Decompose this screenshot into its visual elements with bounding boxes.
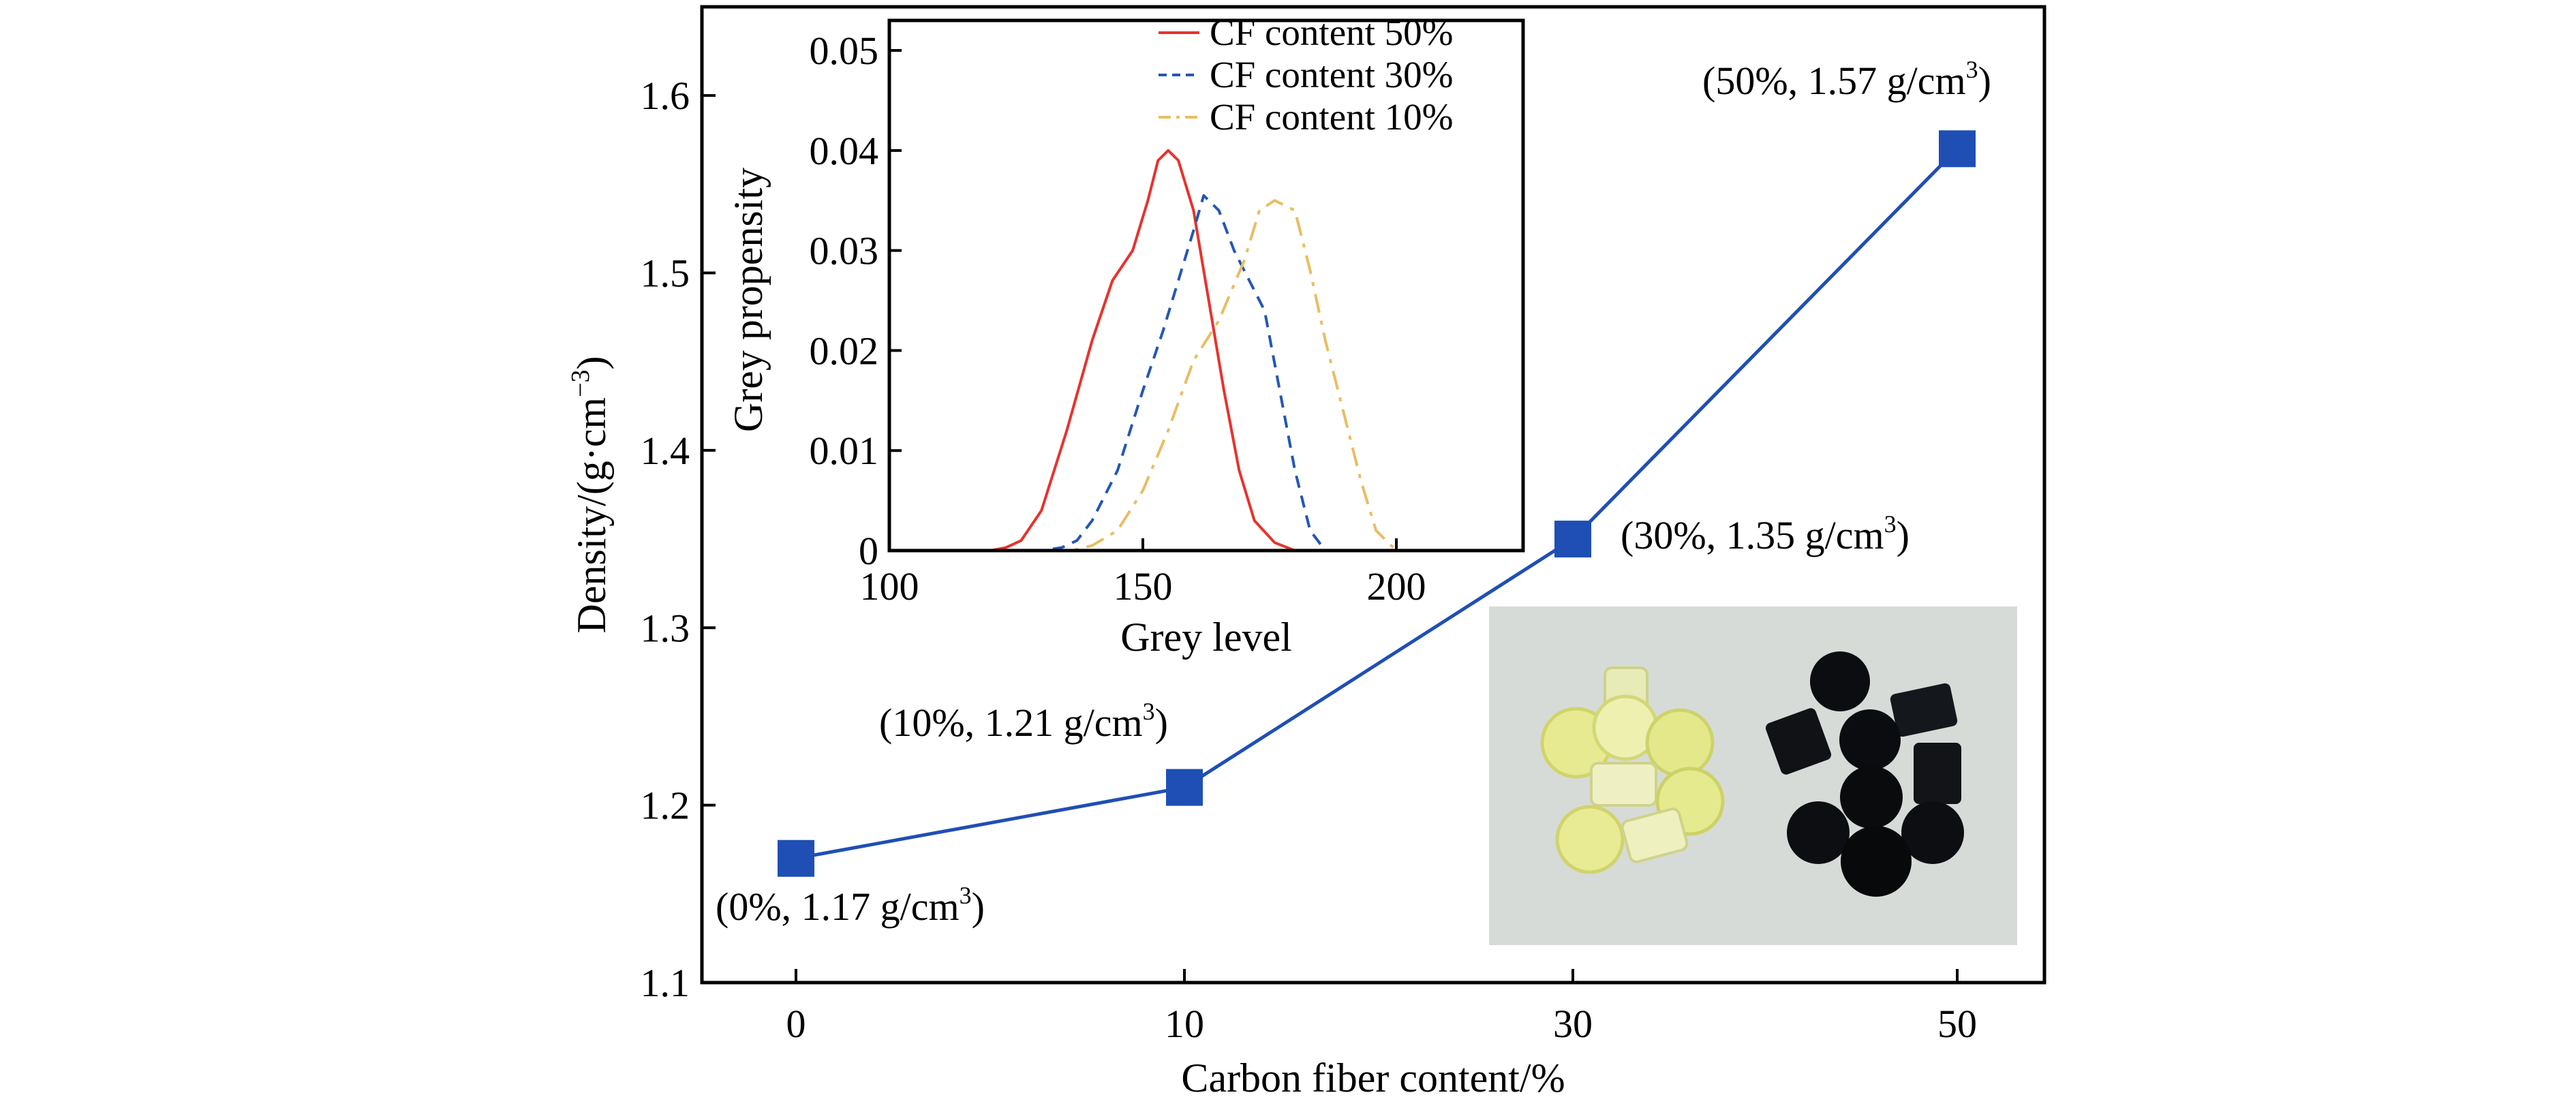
annotation-50pct: (50%, 1.57 g/cm3) (1702, 56, 1991, 103)
sample-photo (1489, 606, 2017, 945)
black-sample-disc (1841, 826, 1912, 897)
yellow-sample-cylinder (1590, 762, 1657, 807)
main-density-chart: 1.1 1.2 1.3 1.4 1.5 1.6 0 10 30 50 Carbon fiber … (566, 5, 2046, 1100)
inset-x-tick-label: 200 (1367, 564, 1426, 608)
yellow-sample-cylinder (1621, 807, 1689, 863)
annotation-0pct: (0%, 1.17 g/cm3) (716, 882, 985, 929)
inset-y-tick-label: 0 (859, 529, 878, 573)
density-line (795, 147, 1959, 861)
yellow-samples (1540, 666, 1725, 874)
black-sample-disc (1787, 801, 1850, 864)
main-y-tick-label: 1.1 (641, 961, 690, 1005)
main-x-ticks: 0 10 30 50 (786, 969, 1977, 1046)
black-sample-cylinder (1765, 708, 1832, 775)
black-sample-cylinder (1890, 683, 1958, 737)
main-x-axis-title: Carbon fiber content/% (1181, 1055, 1565, 1100)
inset-y-axis-title: Grey propensity (726, 168, 771, 432)
inset-y-tick-label: 0.01 (810, 429, 879, 473)
main-plot-frame (700, 5, 2046, 985)
inset-series-line (889, 149, 1523, 552)
black-sample-disc (1901, 801, 1964, 864)
inset-legend-label: CF content 30% (1210, 54, 1453, 95)
inset-legend-label: CF content 10% (1210, 96, 1453, 138)
main-y-tick-label: 1.2 (641, 784, 690, 828)
inset-x-tick-label: 150 (1114, 564, 1173, 608)
main-y-tick-label: 1.3 (641, 606, 690, 650)
inset-series (889, 149, 1523, 552)
annotation-30pct: (30%, 1.35 g/cm3) (1621, 510, 1910, 557)
main-x-tick-label: 0 (786, 1002, 806, 1046)
annotation-10pct: (10%, 1.21 g/cm3) (879, 698, 1168, 745)
inset-y-ticks: 0 0.01 0.02 0.03 0.04 0.05 (810, 29, 902, 573)
black-sample-disc (1840, 766, 1903, 829)
black-sample-disc (1810, 651, 1870, 711)
main-x-tick-label: 30 (1553, 1002, 1593, 1046)
inset-y-tick-label: 0.05 (810, 29, 879, 73)
yellow-sample-disc (1645, 708, 1715, 777)
inset-x-tick-label: 100 (860, 564, 919, 608)
inset-legend-label: CF content 50% (1210, 12, 1453, 53)
inset-y-tick-label: 0.02 (810, 328, 879, 373)
inset-plot-frame (887, 18, 1525, 553)
density-marker (1939, 130, 1976, 168)
density-marker (1166, 769, 1203, 806)
inset-y-tick-label: 0.04 (810, 129, 879, 173)
inset-legend: CF content 50%CF content 30%CF content 1… (1159, 12, 1453, 138)
main-y-tick-label: 1.4 (641, 429, 690, 473)
black-samples (1765, 651, 1964, 897)
inset-grey-level-chart: 0 0.01 0.02 0.03 0.04 0.05 100 150 200 Grey lev… (726, 12, 1525, 660)
main-x-tick-label: 50 (1937, 1002, 1977, 1046)
density-marker (778, 839, 814, 877)
inset-series-line (889, 194, 1523, 552)
main-y-axis-title: Density/(g·cm−3) (566, 356, 614, 633)
main-y-tick-label: 1.6 (641, 74, 690, 118)
black-sample-cylinder (1914, 743, 1961, 804)
main-y-ticks: 1.1 1.2 1.3 1.4 1.5 1.6 (641, 74, 716, 1005)
main-x-tick-label: 10 (1165, 1002, 1204, 1046)
density-marker (1554, 521, 1591, 558)
inset-x-ticks: 100 150 200 (860, 538, 1426, 608)
inset-series-line (889, 199, 1523, 552)
density-series (778, 130, 1976, 877)
inset-y-tick-label: 0.03 (810, 229, 879, 273)
main-y-tick-label: 1.5 (641, 251, 690, 296)
inset-x-axis-title: Grey level (1120, 615, 1292, 660)
yellow-sample-disc (1555, 805, 1625, 874)
black-sample-disc (1839, 709, 1901, 771)
